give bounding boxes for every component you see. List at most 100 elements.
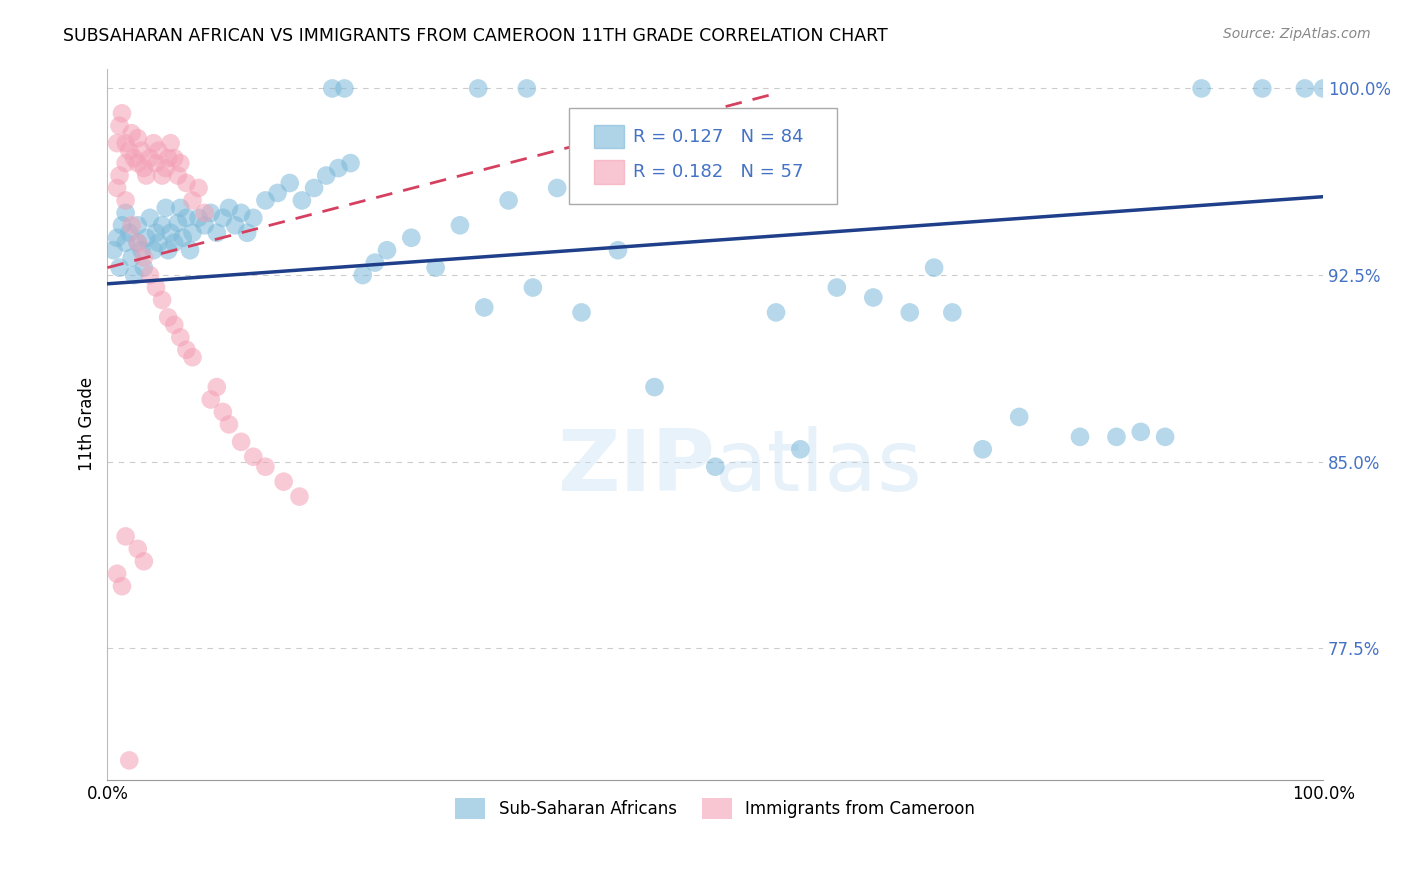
- Point: [131, 144, 153, 158]
- Point: [254, 194, 277, 208]
- Point: [254, 459, 277, 474]
- Point: [121, 219, 143, 233]
- Point: [139, 151, 162, 165]
- Text: R = 0.182   N = 57: R = 0.182 N = 57: [633, 163, 803, 181]
- Point: [132, 260, 155, 275]
- Point: [643, 380, 665, 394]
- Point: [229, 434, 252, 449]
- Point: [425, 260, 447, 275]
- Point: [118, 753, 141, 767]
- Point: [315, 169, 337, 183]
- Point: [145, 226, 167, 240]
- Point: [1154, 430, 1177, 444]
- Point: [224, 219, 246, 233]
- Point: [169, 156, 191, 170]
- Point: [765, 305, 787, 319]
- Point: [105, 231, 128, 245]
- Point: [741, 161, 763, 175]
- Point: [108, 169, 131, 183]
- Point: [176, 211, 198, 225]
- Point: [132, 251, 155, 265]
- Point: [111, 579, 134, 593]
- Point: [922, 260, 945, 275]
- Point: [122, 151, 145, 165]
- Point: [159, 136, 181, 151]
- Point: [498, 194, 520, 208]
- Point: [132, 161, 155, 175]
- FancyBboxPatch shape: [569, 108, 837, 203]
- Text: ZIP: ZIP: [558, 425, 716, 508]
- Point: [825, 280, 848, 294]
- Point: [1251, 81, 1274, 95]
- Point: [127, 235, 149, 250]
- Point: [212, 405, 235, 419]
- Point: [266, 186, 288, 200]
- Point: [105, 181, 128, 195]
- Point: [321, 81, 343, 95]
- Point: [1312, 81, 1334, 95]
- Legend: Sub-Saharan Africans, Immigrants from Cameroon: Sub-Saharan Africans, Immigrants from Ca…: [449, 792, 981, 825]
- Point: [121, 126, 143, 140]
- Point: [1191, 81, 1213, 95]
- Point: [352, 268, 374, 282]
- Point: [122, 268, 145, 282]
- Point: [187, 211, 209, 225]
- Point: [142, 136, 165, 151]
- Point: [145, 280, 167, 294]
- Point: [278, 176, 301, 190]
- Point: [364, 255, 387, 269]
- Point: [132, 554, 155, 568]
- Point: [172, 231, 194, 245]
- Y-axis label: 11th Grade: 11th Grade: [79, 377, 96, 472]
- Point: [288, 490, 311, 504]
- Point: [229, 206, 252, 220]
- Point: [200, 206, 222, 220]
- Point: [163, 235, 186, 250]
- Point: [127, 131, 149, 145]
- Point: [163, 318, 186, 332]
- Point: [114, 136, 136, 151]
- Point: [789, 442, 811, 457]
- Point: [516, 81, 538, 95]
- Point: [339, 156, 361, 170]
- Point: [546, 181, 568, 195]
- Point: [150, 293, 173, 307]
- Point: [121, 251, 143, 265]
- Point: [607, 243, 630, 257]
- Point: [114, 529, 136, 543]
- Point: [157, 310, 180, 325]
- Point: [127, 541, 149, 556]
- Text: Source: ZipAtlas.com: Source: ZipAtlas.com: [1223, 27, 1371, 41]
- Point: [135, 169, 157, 183]
- Point: [200, 392, 222, 407]
- Point: [449, 219, 471, 233]
- Point: [150, 169, 173, 183]
- Point: [150, 219, 173, 233]
- Point: [236, 226, 259, 240]
- Point: [704, 459, 727, 474]
- Point: [328, 161, 350, 175]
- Point: [155, 161, 177, 175]
- Point: [862, 291, 884, 305]
- Point: [179, 243, 201, 257]
- Point: [135, 231, 157, 245]
- Point: [142, 243, 165, 257]
- Point: [333, 81, 356, 95]
- Point: [118, 144, 141, 158]
- Point: [218, 417, 240, 432]
- Point: [111, 219, 134, 233]
- Point: [1129, 425, 1152, 439]
- Point: [167, 216, 190, 230]
- Point: [1008, 409, 1031, 424]
- Point: [898, 305, 921, 319]
- Point: [118, 226, 141, 240]
- Point: [127, 156, 149, 170]
- Point: [167, 169, 190, 183]
- Point: [163, 151, 186, 165]
- Point: [127, 219, 149, 233]
- Point: [103, 243, 125, 257]
- Point: [169, 330, 191, 344]
- Point: [1294, 81, 1316, 95]
- Point: [1105, 430, 1128, 444]
- Point: [176, 176, 198, 190]
